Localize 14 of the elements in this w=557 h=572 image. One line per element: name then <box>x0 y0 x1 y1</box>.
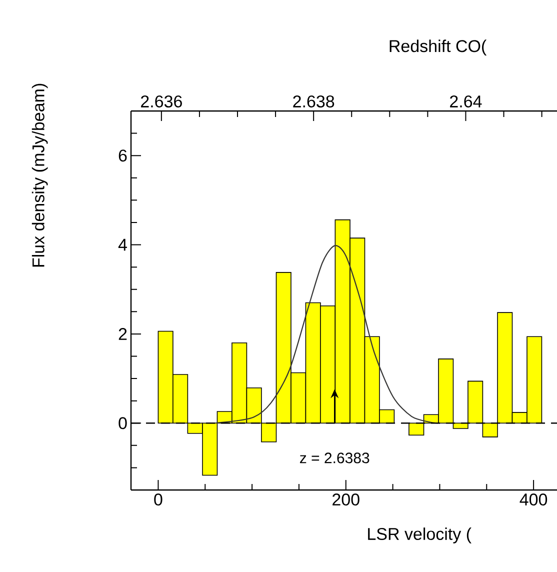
x-tick-label: 200 <box>332 494 360 506</box>
x2-tick-label: 2.638 <box>293 95 334 108</box>
x-axis-title: LSR velocity ( <box>368 528 472 544</box>
x-tick-label: 0 <box>154 494 162 506</box>
x2-tick-label: 2.636 <box>141 95 182 108</box>
y-tick-label: 0 <box>118 417 127 430</box>
x-tick-label: 400 <box>520 494 548 506</box>
x2-axis-title: Redshift CO( <box>390 40 487 56</box>
y-tick-label: 6 <box>118 150 127 162</box>
y-tick-label: 2 <box>118 328 127 340</box>
x2-tick-label: 2.64 <box>450 95 482 108</box>
annotation: z = 2.6383 <box>300 452 370 464</box>
y-axis-title: Flux density (mJy/beam) <box>32 84 48 267</box>
y-tick-label: 4 <box>118 238 127 251</box>
